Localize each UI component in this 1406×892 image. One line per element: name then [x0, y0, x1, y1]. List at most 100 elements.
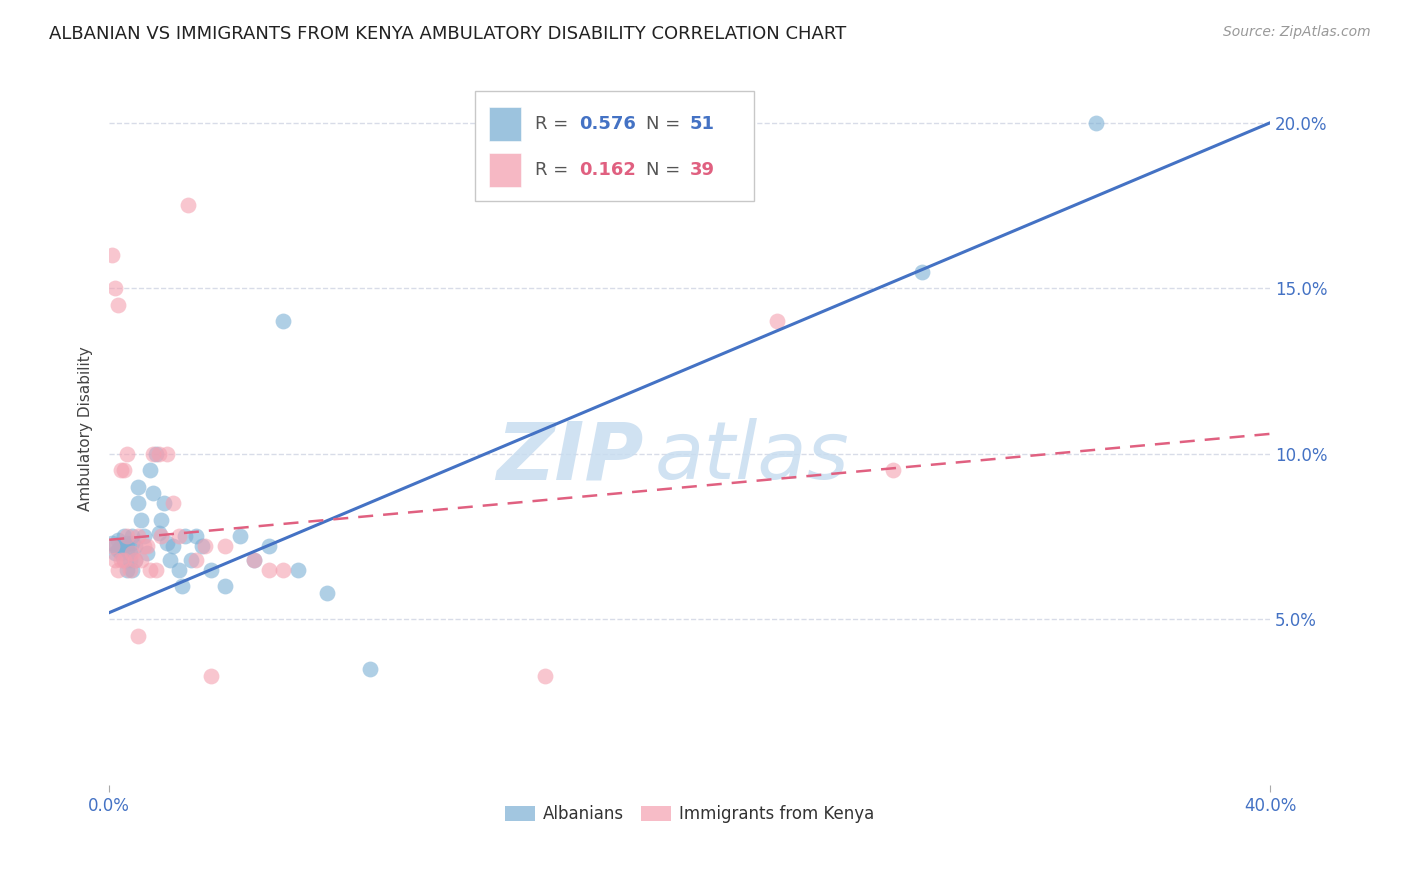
Point — [110, 540, 132, 554]
Point — [191, 540, 214, 554]
Text: atlas: atlas — [655, 418, 849, 496]
Point — [124, 552, 146, 566]
Point — [186, 529, 208, 543]
Point — [186, 552, 208, 566]
Point — [1085, 115, 1108, 129]
Point — [257, 563, 280, 577]
Point — [882, 463, 904, 477]
Point — [121, 546, 143, 560]
Point — [115, 542, 138, 557]
Point — [273, 563, 295, 577]
Text: ALBANIAN VS IMMIGRANTS FROM KENYA AMBULATORY DISABILITY CORRELATION CHART: ALBANIAN VS IMMIGRANTS FROM KENYA AMBULA… — [49, 25, 846, 43]
Text: R =: R = — [536, 161, 575, 179]
Point — [159, 552, 181, 566]
Point — [145, 447, 167, 461]
Point — [194, 540, 217, 554]
Point — [107, 533, 129, 547]
FancyBboxPatch shape — [475, 91, 754, 201]
Point — [115, 447, 138, 461]
Point — [121, 563, 143, 577]
Point — [112, 552, 135, 566]
Point — [110, 552, 132, 566]
Point — [136, 540, 159, 554]
Point — [153, 496, 176, 510]
Y-axis label: Ambulatory Disability: Ambulatory Disability — [79, 346, 93, 511]
Point — [129, 552, 152, 566]
Point — [176, 198, 198, 212]
Point — [124, 540, 146, 554]
Point — [104, 281, 127, 295]
Point — [127, 496, 149, 510]
Point — [257, 540, 280, 554]
Point — [156, 447, 179, 461]
Point — [243, 552, 266, 566]
Point — [162, 496, 184, 510]
Point — [766, 314, 789, 328]
Point — [150, 513, 173, 527]
Point — [101, 536, 124, 550]
Point — [156, 536, 179, 550]
Point — [115, 529, 138, 543]
Point — [127, 529, 149, 543]
Point — [110, 463, 132, 477]
Point — [112, 540, 135, 554]
Point — [200, 668, 222, 682]
Point — [148, 526, 170, 541]
Point — [360, 662, 382, 676]
Text: 0.162: 0.162 — [579, 161, 637, 179]
Point — [115, 536, 138, 550]
Point — [287, 563, 309, 577]
Point — [104, 552, 127, 566]
Point — [118, 546, 141, 560]
Point — [127, 629, 149, 643]
Point — [145, 563, 167, 577]
Text: R =: R = — [536, 115, 575, 133]
FancyBboxPatch shape — [489, 153, 522, 187]
Text: N =: N = — [645, 115, 686, 133]
Point — [104, 546, 127, 560]
Point — [127, 480, 149, 494]
Point — [129, 513, 152, 527]
Point — [101, 540, 124, 554]
Text: ZIP: ZIP — [496, 418, 644, 496]
Point — [121, 529, 143, 543]
Point — [200, 563, 222, 577]
Point — [167, 563, 190, 577]
Point — [107, 298, 129, 312]
Point — [139, 563, 162, 577]
Point — [243, 552, 266, 566]
Point — [101, 248, 124, 262]
Point — [911, 265, 934, 279]
Point — [132, 529, 155, 543]
Point — [107, 563, 129, 577]
Point — [180, 552, 202, 566]
Point — [142, 486, 165, 500]
Point — [316, 586, 339, 600]
FancyBboxPatch shape — [489, 107, 522, 141]
Point — [112, 552, 135, 566]
Point — [136, 546, 159, 560]
Point — [118, 563, 141, 577]
Point — [162, 540, 184, 554]
Text: Source: ZipAtlas.com: Source: ZipAtlas.com — [1223, 25, 1371, 39]
Point — [214, 540, 236, 554]
Point — [132, 540, 155, 554]
Point — [118, 552, 141, 566]
Point — [170, 579, 193, 593]
Text: 0.576: 0.576 — [579, 115, 637, 133]
Point — [112, 463, 135, 477]
Text: 51: 51 — [690, 115, 714, 133]
Point — [148, 447, 170, 461]
Point — [273, 314, 295, 328]
Point — [107, 542, 129, 557]
Text: 39: 39 — [690, 161, 714, 179]
Point — [142, 447, 165, 461]
Point — [121, 536, 143, 550]
Point — [139, 463, 162, 477]
Point — [214, 579, 236, 593]
Point — [533, 668, 555, 682]
Point — [124, 552, 146, 566]
Point — [173, 529, 195, 543]
Point — [115, 563, 138, 577]
Legend: Albanians, Immigrants from Kenya: Albanians, Immigrants from Kenya — [498, 798, 882, 830]
